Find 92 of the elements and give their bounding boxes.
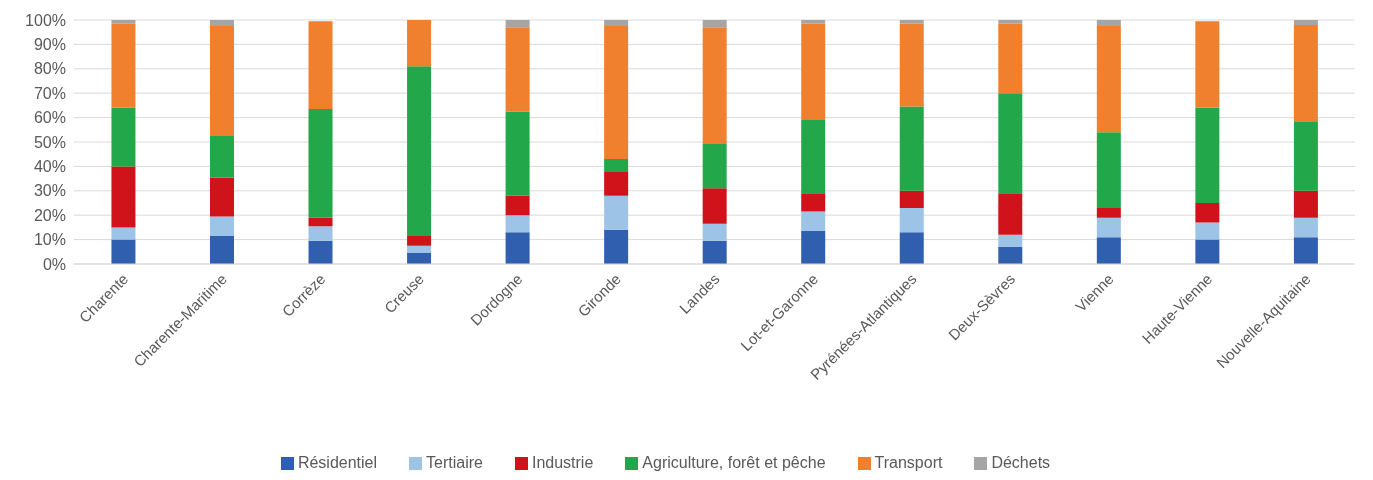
y-tick-label: 60%	[33, 109, 66, 127]
bar	[998, 193, 1023, 235]
y-tick-label: 10%	[33, 231, 66, 249]
bar	[1096, 26, 1121, 133]
bar	[308, 109, 333, 218]
bar	[801, 23, 826, 121]
y-tick-label: 70%	[33, 84, 66, 102]
bar	[505, 232, 530, 264]
bar	[604, 159, 629, 172]
bar	[505, 27, 530, 112]
bar	[899, 207, 924, 233]
bar	[1293, 24, 1318, 122]
bar	[801, 193, 826, 212]
bar	[1195, 203, 1220, 223]
bar	[899, 190, 924, 208]
bar	[604, 20, 629, 27]
bar	[407, 235, 432, 246]
bar	[111, 20, 136, 24]
y-tick-label: 100%	[25, 11, 66, 29]
bar	[702, 240, 727, 264]
bar	[998, 93, 1023, 194]
legend-label: Résidentiel	[297, 454, 378, 471]
bar	[1096, 217, 1121, 238]
bar	[702, 188, 727, 224]
bar	[505, 195, 530, 216]
legend-label: Industrie	[531, 454, 594, 471]
bar	[505, 111, 530, 196]
y-tick-label: 0%	[42, 255, 66, 273]
bar	[998, 23, 1023, 94]
y-tick-label: 80%	[33, 60, 66, 78]
y-tick-label: 40%	[33, 158, 66, 176]
bar	[1293, 190, 1318, 218]
y-tick-label: 50%	[33, 133, 66, 151]
bar	[702, 223, 727, 241]
bar	[998, 246, 1023, 264]
bar	[604, 171, 629, 196]
legend-label: Déchets	[991, 454, 1051, 471]
bar	[308, 240, 333, 264]
bar	[209, 216, 234, 236]
legend-label: Transport	[874, 454, 943, 471]
bar	[702, 20, 727, 28]
bar	[209, 235, 234, 264]
bar	[604, 229, 629, 264]
bar	[1096, 207, 1121, 218]
bar	[407, 253, 432, 264]
bar	[998, 20, 1023, 24]
bar	[1195, 239, 1220, 264]
bar	[1195, 222, 1220, 240]
bar	[209, 26, 234, 136]
bar	[1293, 121, 1318, 191]
bar	[308, 217, 333, 227]
y-tick-label: 20%	[33, 206, 66, 224]
bar	[899, 106, 924, 191]
bar	[604, 26, 629, 160]
bar	[209, 20, 234, 27]
bar	[111, 239, 136, 264]
bar	[1195, 107, 1220, 203]
bar	[899, 20, 924, 24]
bar	[1293, 20, 1318, 25]
y-tick-label: 90%	[33, 36, 66, 54]
legend-label: Agriculture, forêt et pêche	[642, 454, 826, 471]
y-tick-label: 30%	[33, 182, 66, 200]
bar	[702, 27, 727, 144]
bar	[801, 211, 826, 232]
bar	[505, 215, 530, 233]
bar	[1096, 132, 1121, 208]
bar	[111, 23, 136, 108]
bar	[899, 23, 924, 107]
bar	[702, 143, 727, 189]
bar	[801, 20, 826, 24]
bar	[505, 20, 530, 28]
bar	[209, 177, 234, 217]
bar	[308, 21, 333, 110]
bar	[1096, 20, 1121, 27]
bar	[1293, 217, 1318, 238]
bar	[801, 231, 826, 264]
bar	[1096, 237, 1121, 264]
bar	[407, 245, 432, 254]
bar	[209, 135, 234, 178]
bar	[308, 226, 333, 241]
bar	[801, 120, 826, 194]
legend-label: Tertiaire	[426, 454, 483, 471]
bar	[604, 195, 629, 230]
bar	[407, 66, 432, 236]
bar	[1195, 21, 1220, 108]
bar	[407, 20, 432, 67]
bar	[1293, 237, 1318, 264]
bar	[998, 234, 1023, 247]
bar	[111, 166, 136, 228]
bar	[111, 227, 136, 240]
bar	[899, 232, 924, 264]
bar	[111, 107, 136, 167]
